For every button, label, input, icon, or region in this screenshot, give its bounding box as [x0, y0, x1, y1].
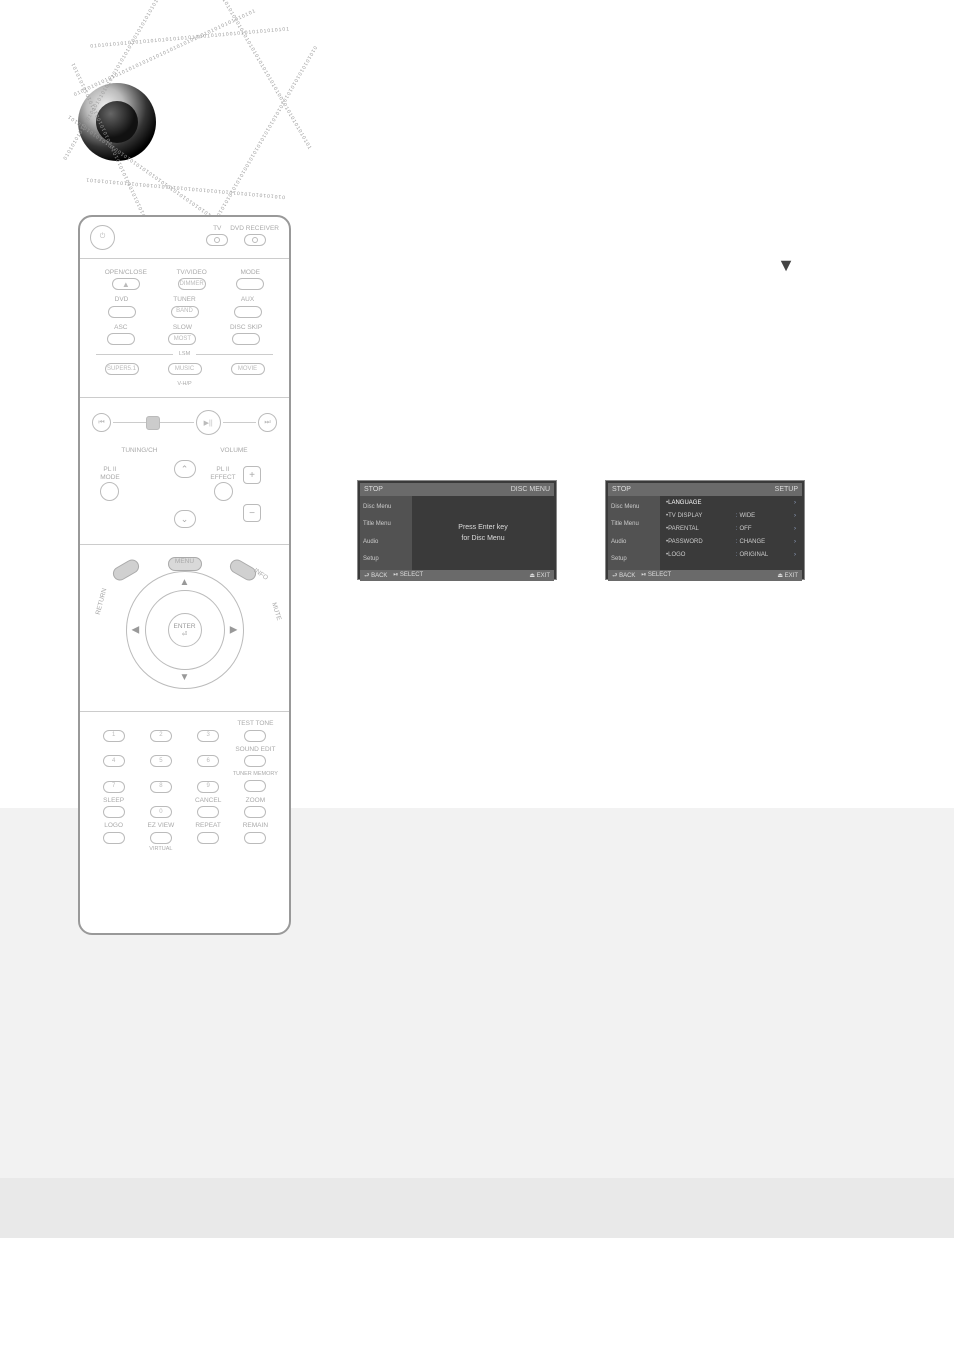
plii-effect-button[interactable] [214, 482, 233, 501]
prev-button[interactable]: ⏮ [92, 413, 111, 432]
key-3[interactable]: 3 [185, 720, 232, 741]
shot-a-bar-right: DISC MENU [511, 486, 550, 493]
disc-skip-button[interactable]: DISC SKIP [230, 324, 262, 345]
music-button[interactable]: MUSIC [168, 363, 202, 375]
shot-a-line1: Press Enter key [458, 524, 507, 531]
aux-button[interactable]: AUX [234, 296, 262, 317]
next-button[interactable]: ⏭ [258, 413, 277, 432]
cancel-button[interactable]: CANCEL [185, 797, 232, 818]
shot-b-bar-left: STOP [612, 486, 631, 493]
remote-filler [80, 865, 289, 1010]
menu-label: MENU [175, 558, 194, 565]
dpad-down-icon: ▼ [180, 672, 190, 683]
nav-up-button[interactable]: ⌃ [174, 460, 196, 478]
screenshot-setup: ▼ STOPSETUP Disc Menu Title Menu Audio S… [605, 480, 805, 580]
open-close-button[interactable]: OPEN/CLOSE▲ [105, 269, 147, 290]
test-tone-button[interactable]: TEST TONE [232, 720, 279, 741]
volume-down-button[interactable]: − [243, 504, 261, 522]
enter-button[interactable]: ENTER⏎ [168, 613, 202, 647]
sound-edit-button[interactable]: SOUND EDIT [232, 746, 279, 767]
key-4[interactable]: 4 [90, 746, 137, 767]
shot-a-bar-left: STOP [364, 486, 383, 493]
asc-button[interactable]: ASC [107, 324, 135, 345]
logo-button[interactable]: LOGO [90, 822, 137, 852]
key-8[interactable]: 8 [137, 771, 184, 792]
return-button[interactable] [110, 557, 141, 583]
ez-view-button[interactable]: EZ VIEWVIRTUAL [137, 822, 184, 852]
dvd-button[interactable]: DVD [108, 296, 136, 317]
lsm-label: LSM [179, 351, 190, 357]
dpad-right-icon: ▶ [230, 625, 238, 636]
mute-label: MUTE [270, 602, 282, 622]
movie-button[interactable]: MOVIE [231, 363, 265, 375]
stop-button[interactable] [146, 416, 160, 430]
remote-section-keypad: 1 2 3 TEST TONE 4 5 6 SOUND EDIT 7 8 9 T… [80, 712, 289, 864]
play-pause-button[interactable]: ▶|| [196, 410, 221, 435]
key-9[interactable]: 9 [185, 771, 232, 792]
repeat-button[interactable]: REPEAT [185, 822, 232, 852]
tuning-ch-label: TUNING/CH [121, 447, 157, 454]
key-7[interactable]: 7 [90, 771, 137, 792]
shot-a-sidebar: Disc Menu Title Menu Audio Setup [360, 496, 412, 570]
power-icon: ⏻ [90, 225, 115, 250]
shot-b-footer: ⮐ BACK ⏯ SELECT ⏏ EXIT [608, 570, 802, 581]
zoom-button[interactable]: ZOOM [232, 797, 279, 818]
shot-a-line2: for Disc Menu [461, 535, 504, 542]
key-5[interactable]: 5 [137, 746, 184, 767]
screenshot-group: STOP DISC MENU Disc Menu Title Menu Audio… [357, 250, 805, 580]
volume-up-button[interactable]: + [243, 466, 261, 484]
background-band-2 [0, 1178, 954, 1238]
key-6[interactable]: 6 [185, 746, 232, 767]
remote-section-menu: MENU RETURN INFO MUTE ▲ ▼ ◀ ▶ ENTER⏎ [80, 545, 289, 712]
tuner-band-button[interactable]: TUNERBAND [171, 296, 199, 317]
key-2[interactable]: 2 [137, 720, 184, 741]
vhp-label: V-H/P [177, 381, 191, 387]
dpad-left-icon: ◀ [132, 625, 140, 636]
dpad-up-icon: ▲ [180, 577, 190, 588]
power-button[interactable]: ⏻ [90, 225, 115, 250]
direction-pad[interactable]: ▲ ▼ ◀ ▶ ENTER⏎ [126, 571, 244, 689]
tuner-memory-button[interactable]: TUNER MEMORY [232, 771, 279, 792]
remote-section-transport: ⏮ ▶|| ⏭ TUNING/CH VOLUME PL II MODE PL I… [80, 398, 289, 545]
key-1[interactable]: 1 [90, 720, 137, 741]
shot-a-footer: ⮐ BACK ⏯ SELECT ⏏ EXIT [360, 570, 554, 581]
remain-button[interactable]: REMAIN [232, 822, 279, 852]
screenshot-disc-menu: STOP DISC MENU Disc Menu Title Menu Audio… [357, 480, 557, 580]
dvd-receiver-indicator: DVD RECEIVER [230, 225, 279, 246]
remote-control: ⏻ TV DVD RECEIVER OPEN/CLOSE▲ TV/VIDEODI… [78, 215, 291, 935]
nav-pad: PL II MODE PL II EFFECT ⌃ ⌄ + − [90, 460, 279, 528]
plii-mode-button[interactable] [100, 482, 119, 501]
super51-button[interactable]: SUPER5.1 [105, 363, 139, 375]
tv-indicator: TV [206, 225, 228, 246]
sleep-button[interactable]: SLEEP [90, 797, 137, 818]
info-label: INFO [253, 568, 270, 583]
shot-b-sidebar: Disc Menu Title Menu Audio Setup [608, 496, 660, 570]
logo-ring-text: 0101010101010101010101010101010101010010… [30, 35, 205, 200]
remote-section-power: ⏻ TV DVD RECEIVER [80, 217, 289, 259]
shot-b-options: •LANGUAGE› •TV DISPLAY:WIDE› •PARENTAL:O… [660, 496, 802, 570]
slow-most-button[interactable]: SLOWMOST [168, 324, 196, 345]
mode-button[interactable]: MODE [236, 269, 264, 290]
volume-label: VOLUME [220, 447, 247, 454]
shot-b-bar-right: SETUP [775, 486, 798, 493]
return-label: RETURN [95, 588, 109, 616]
plii-mode-label: PL II MODE [96, 466, 124, 480]
tv-video-button[interactable]: TV/VIDEODIMMER [176, 269, 206, 290]
key-0[interactable]: 0 [137, 797, 184, 818]
nav-down-button[interactable]: ⌄ [174, 510, 196, 528]
brand-logo: 0101010101010101010101010101010101010010… [30, 35, 205, 200]
remote-section-source: OPEN/CLOSE▲ TV/VIDEODIMMER MODE DVD TUNE… [80, 259, 289, 398]
chevron-down-icon: ▼ [777, 255, 795, 276]
plii-effect-label: PL II EFFECT [209, 466, 237, 480]
